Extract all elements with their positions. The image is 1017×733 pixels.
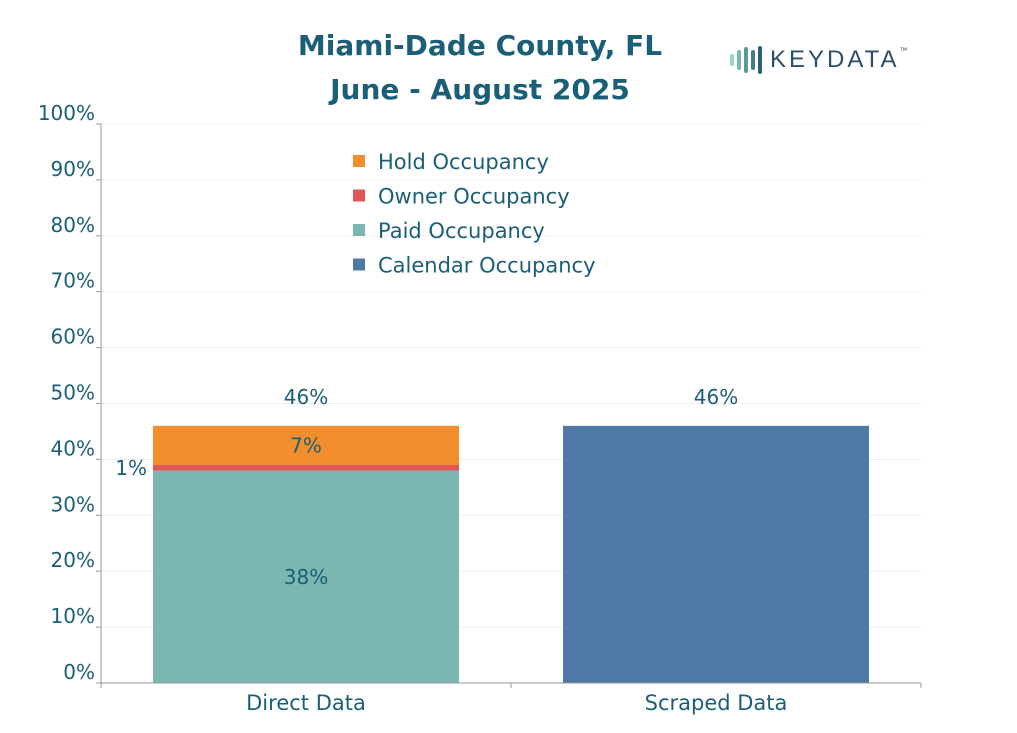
legend-label: Calendar Occupancy [378, 254, 596, 278]
keydata-logo: KEYDATA™ [730, 42, 907, 78]
legend: Hold Occupancy Owner Occupancy Paid Occupa… [353, 150, 596, 278]
bar-hold-occupancy-direct-data [153, 425, 459, 465]
axes: 0% 10% 20% 30% 40% 50% 60% 70% 80% 90% 100% Direct … [38, 101, 922, 715]
total-label: 46% [694, 385, 738, 409]
segment-label-owner-occupancy: 1% [115, 456, 147, 480]
y-tick-label: 20% [51, 548, 95, 572]
x-category-label: Direct Data [246, 691, 366, 715]
legend-swatch [353, 258, 365, 271]
legend-swatch [353, 155, 365, 167]
keydata-logo-text: KEYDATA™ [770, 46, 908, 73]
total-label: 46% [284, 385, 328, 409]
bar-paid-occupancy-direct-data [153, 470, 459, 683]
y-tick-label: 50% [51, 381, 95, 405]
chart-title-line-1: Miami-Dade County, FL [297, 29, 663, 62]
y-tick-label: 10% [51, 604, 95, 628]
legend-swatch [353, 224, 365, 236]
bar-calendar-occupancy-scraped-data [563, 425, 869, 683]
legend-label: Hold Occupancy [378, 150, 549, 174]
bars [153, 425, 869, 683]
y-tick-label: 90% [51, 157, 95, 181]
y-tick-label: 100% [38, 101, 95, 125]
keydata-logo-icon [730, 46, 762, 74]
chart-title: Miami-Dade County, FL June - August 2025 [180, 24, 780, 112]
segment-label-hold-occupancy: 7% [290, 433, 322, 457]
y-tick-label: 40% [51, 436, 95, 460]
y-tick-label: 0% [63, 660, 95, 684]
legend-swatch [353, 189, 365, 202]
x-category-label: Scraped Data [645, 691, 788, 715]
y-tick-label: 80% [51, 213, 95, 237]
y-tick-label: 70% [51, 269, 95, 293]
legend-label: Owner Occupancy [378, 185, 570, 209]
data-labels: 38% 1% 7% 46% 46% [115, 385, 738, 589]
y-tick-label: 30% [51, 492, 95, 516]
bar-owner-occupancy-direct-data [153, 464, 459, 471]
chart-title-line-2: June - August 2025 [330, 73, 630, 106]
y-tick-label: 60% [51, 325, 95, 349]
segment-label-paid-occupancy: 38% [284, 565, 328, 589]
legend-label: Paid Occupancy [378, 219, 545, 243]
